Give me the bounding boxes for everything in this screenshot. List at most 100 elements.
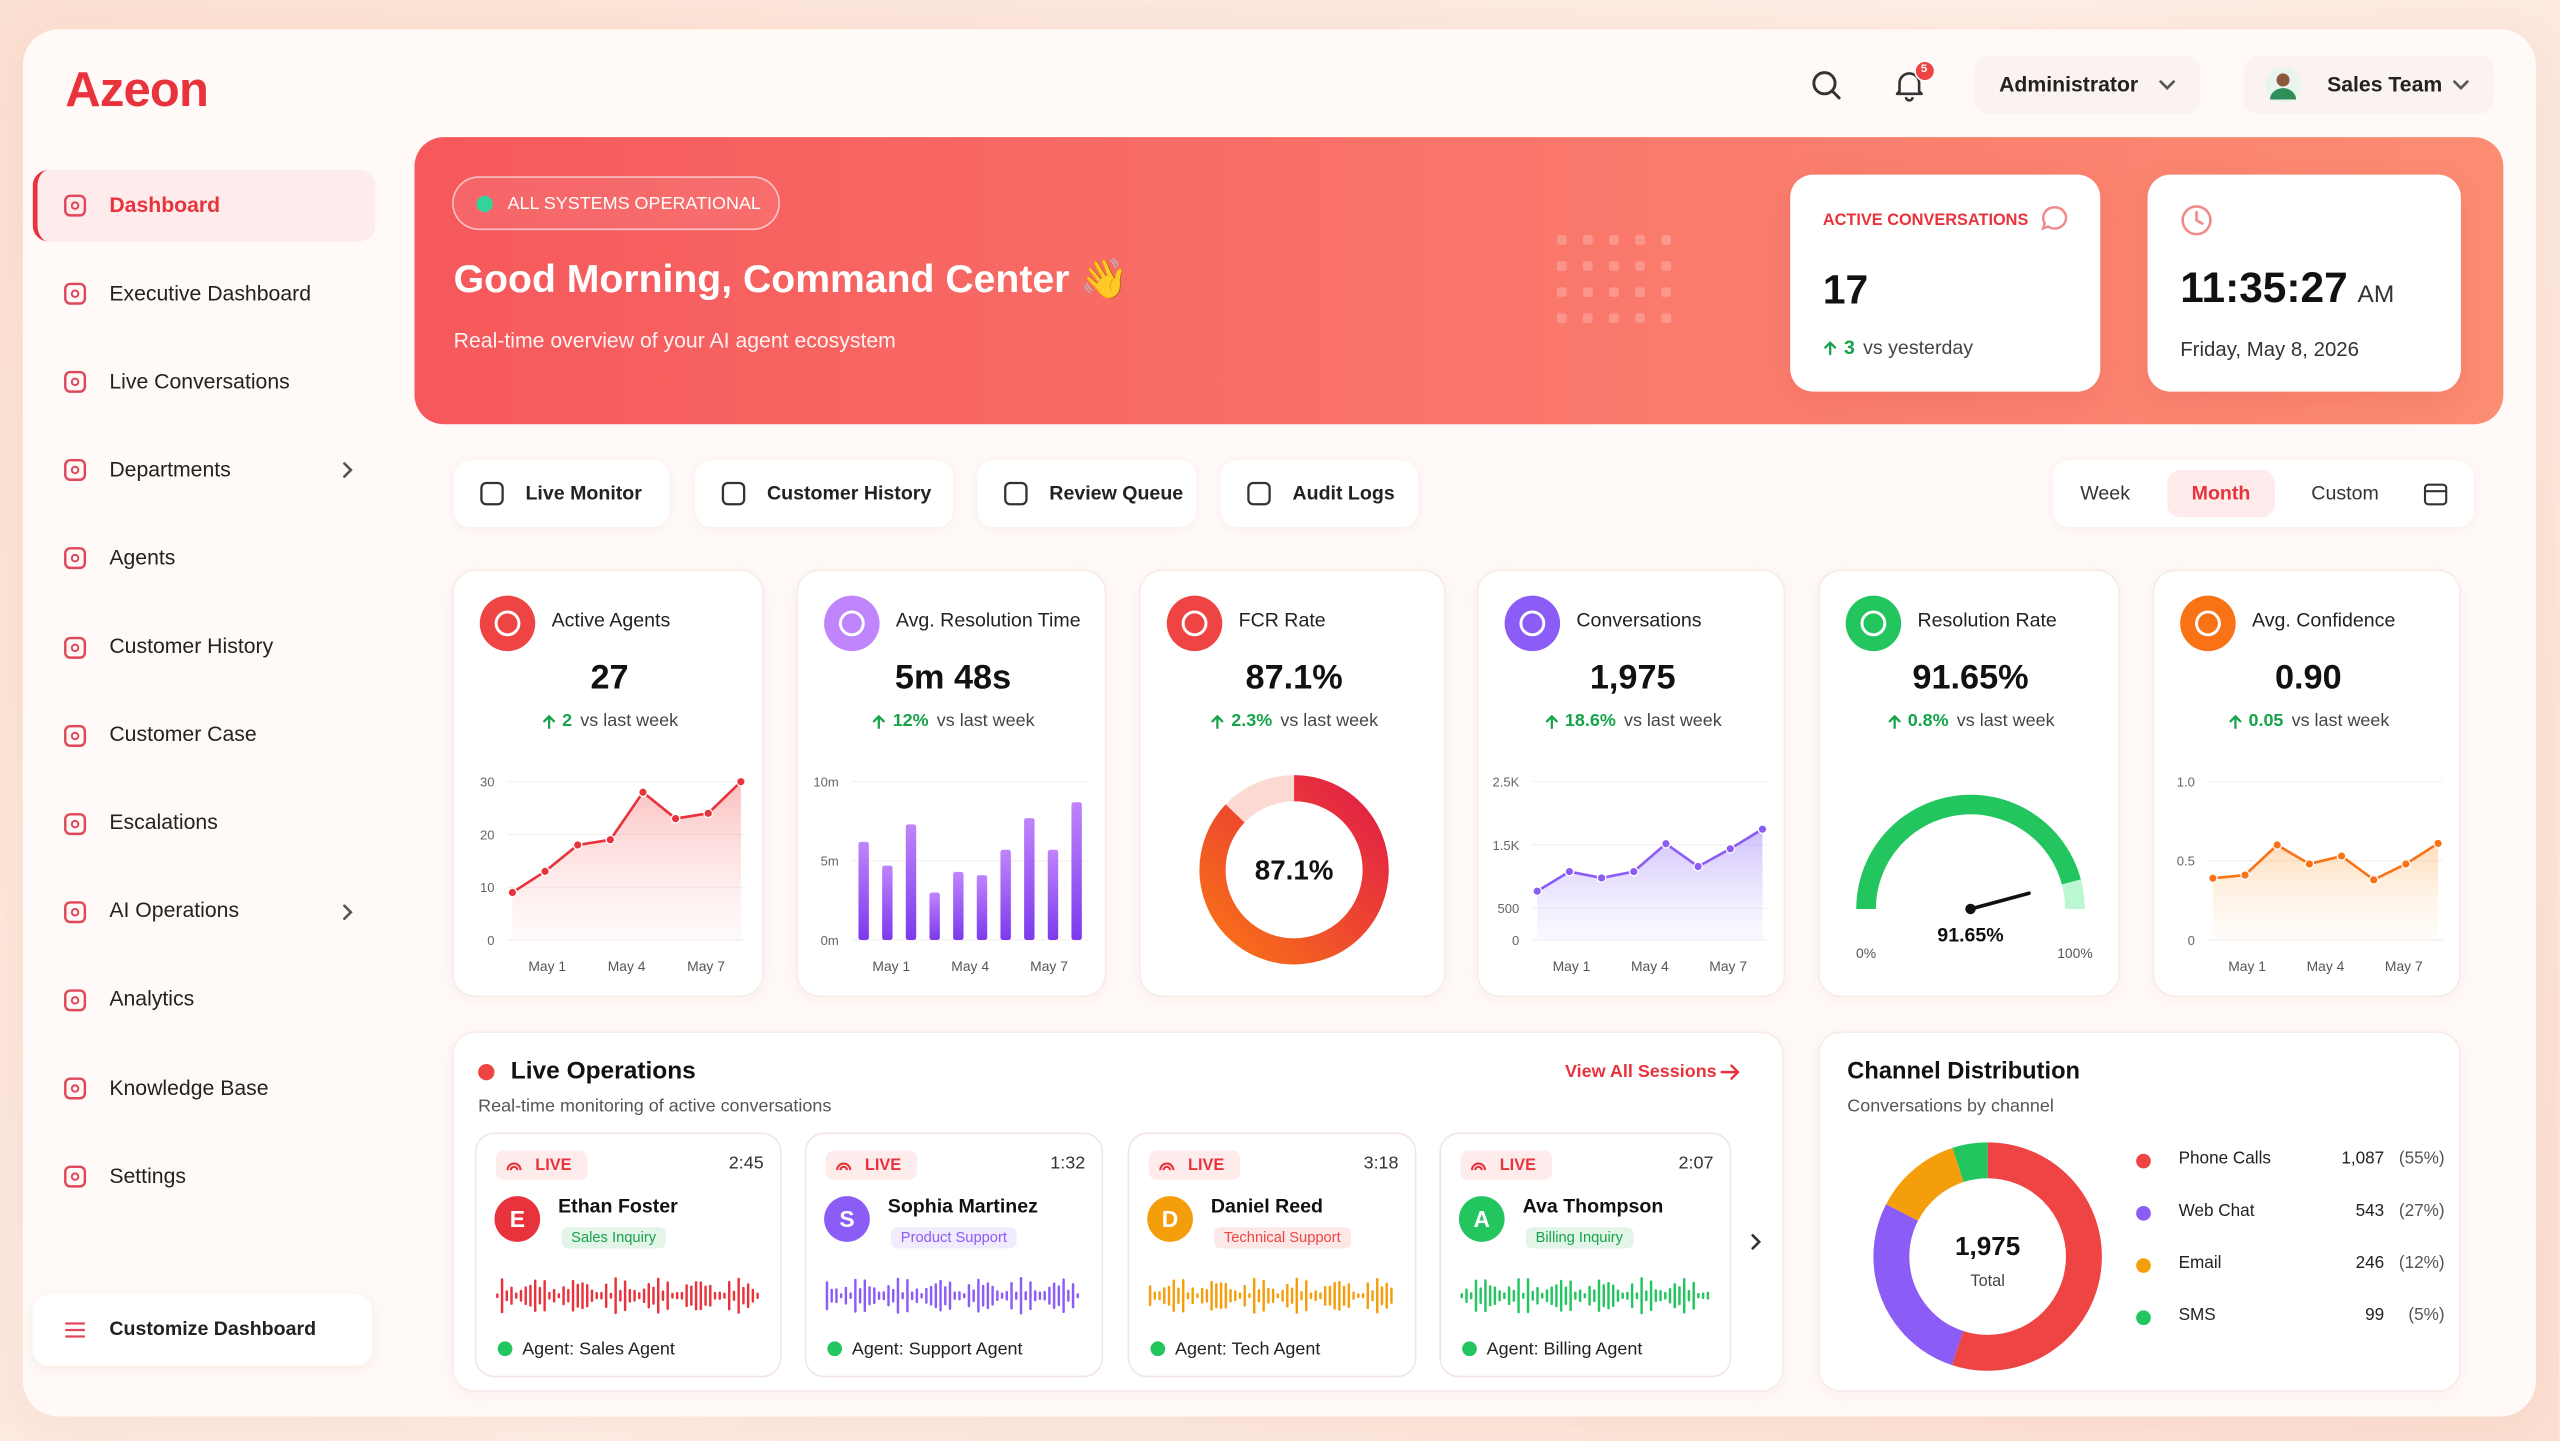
wave-bar [680,1291,684,1300]
nav-item[interactable]: Customer History [33,611,376,683]
wave-bar [844,1286,848,1305]
wave-bar [567,1288,570,1303]
nav-item[interactable]: Executive Dashboard [33,258,376,330]
y-tick-label: 0.5 [2177,854,2195,869]
wave-bar [929,1285,933,1306]
hero-subtitle: Real-time overview of your AI agent ecos… [453,327,896,352]
clock-hands [2195,210,2204,225]
wave-bar [1010,1282,1013,1310]
legend-share: (55%) [2398,1149,2445,1169]
wave-bar [891,1288,895,1303]
wave-bar [1300,1290,1303,1301]
nav-item[interactable]: Dashboard [32,169,376,242]
pattern-dot [1556,313,1567,324]
wave-bar [595,1292,598,1300]
live-icon [506,1162,522,1171]
nav-item[interactable]: Customer Case [33,699,376,771]
wave-bar [685,1284,688,1308]
wave-bar [1215,1283,1218,1309]
data-point [2433,838,2443,849]
role-dropdown[interactable]: Administrator [1974,55,2200,115]
wave-bar [1545,1289,1549,1303]
legend-value: 1,087 [2341,1149,2385,1169]
live-icon [1470,1162,1487,1171]
live-label: LIVE [535,1156,572,1175]
nav-item[interactable]: AI Operations [33,876,376,948]
up-arrow-icon [1824,340,1837,355]
session-name: Ava Thompson [1522,1194,1664,1218]
bar [1047,849,1059,940]
wave-bar [896,1277,900,1314]
kpi-chart: 0 10 20 30 May 1 May 4 May 7 [480,775,746,974]
kpi-delta: 0.05 vs last week [2227,712,2389,731]
wave-bar [666,1281,669,1311]
range-option[interactable]: Week [2080,480,2131,504]
tab-button[interactable]: Live Monitor [453,460,670,528]
customize-button[interactable]: Customize Dashboard [32,1294,373,1366]
wave-bar [590,1289,594,1302]
tab-button[interactable]: Review Queue [977,460,1197,528]
wave-bar [1593,1289,1596,1303]
wave-bar [915,1288,919,1304]
agent-dot [1462,1341,1477,1357]
tab-button[interactable]: Customer History [695,460,954,528]
wave-bar [1029,1281,1032,1311]
icon-glyph [1860,610,1887,637]
nav-item[interactable]: Analytics [33,964,376,1036]
legend-dot [2136,1309,2151,1325]
wave-bar [1342,1285,1346,1306]
icon-glyph [2195,610,2221,637]
arrow [1544,713,1558,729]
wave-bar [1654,1289,1658,1303]
nav-label: Analytics [109,986,195,1011]
range-option[interactable]: Custom [2311,480,2379,504]
kpi-card: Resolution Rate 91.65% 0.8% vs last week 91.… [1817,569,2120,998]
nav-item[interactable]: Departments [33,435,376,507]
up-arrow-icon [1887,713,1900,729]
wave-bar [1248,1293,1251,1299]
nav-item[interactable]: Live Conversations [33,346,376,418]
nav-label: Settings [109,1162,187,1188]
legend-share: (27%) [2398,1201,2445,1221]
session-card[interactable]: LIVE 2:07 A Ava Thompson Billing Inquiry Agen… [1439,1132,1732,1378]
session-card[interactable]: LIVE 3:18 D Daniel Reed Technical Support Age… [1127,1132,1417,1378]
pattern-dot [1609,313,1619,324]
wave-bar [652,1286,655,1305]
tab-button[interactable]: Audit Logs [1220,460,1419,528]
wave-bar [742,1286,745,1305]
wave-bar [1588,1285,1591,1306]
pattern-dot [1609,287,1619,298]
tab-label: Audit Logs [1292,480,1395,504]
kpi-value: 1,975 [1589,659,1676,698]
data-point [507,887,518,898]
nav-label: Dashboard [109,191,221,217]
nav-item[interactable]: Settings [33,1141,376,1213]
wave-bar [839,1293,843,1299]
wave-bar [1470,1292,1473,1300]
view-all-link[interactable]: View All Sessions [1564,1062,1717,1082]
greeting: Good Morning, Command Center 👋 [453,258,1130,303]
wave-bar [1234,1290,1237,1302]
x-tick-label: May 1 [1553,958,1591,974]
pattern-dot [1661,234,1672,245]
section-title: Live Operations [510,1057,696,1086]
data-point [1725,843,1736,854]
session-card[interactable]: LIVE 1:32 S Sophia Martinez Product Support A… [804,1132,1104,1378]
nav-item[interactable]: Knowledge Base [33,1053,376,1125]
data-point [1564,866,1575,877]
team-dropdown[interactable]: Sales Team [2243,55,2494,115]
legend-value: 99 [2365,1305,2385,1326]
wave-bar [1262,1279,1265,1312]
nav-item[interactable]: Agents [33,523,376,595]
wave-bar [1163,1287,1166,1305]
nav-item[interactable]: Escalations [33,788,376,860]
chevron-icon [1751,1234,1762,1250]
session-duration: 2:45 [728,1153,764,1174]
kpi-icon [1504,595,1561,652]
chevron [2159,80,2175,90]
range-option[interactable]: Month [2191,480,2251,504]
wave-bar [858,1287,862,1304]
session-card[interactable]: LIVE 2:45 E Ethan Foster Sales Inquiry Agent:… [474,1132,782,1378]
wave-bar [1357,1293,1360,1299]
nav-icon [64,547,87,570]
